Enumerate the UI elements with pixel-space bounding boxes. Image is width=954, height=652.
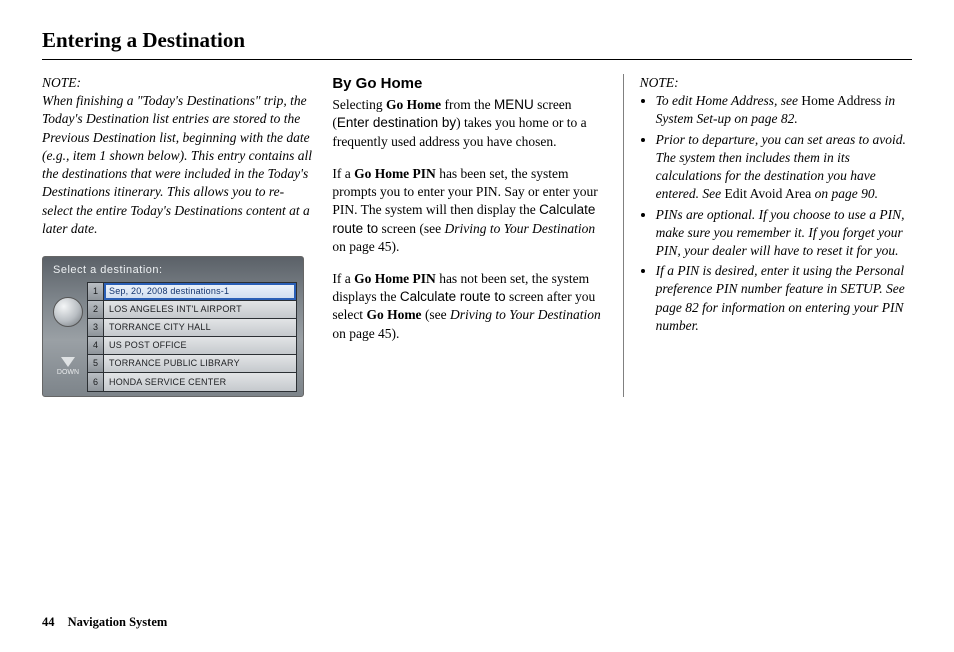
row-text: LOS ANGELES INT'L AIRPORT <box>104 301 296 318</box>
bullet-3: PINs are optional. If you choose to use … <box>656 206 912 261</box>
down-label: DOWN <box>57 368 79 377</box>
three-columns: NOTE: When finishing a "Today's Destinat… <box>42 74 912 397</box>
column-3: NOTE: To edit Home Address, see Home Add… <box>623 74 912 397</box>
row-text: Sep, 20, 2008 destinations-1 <box>104 283 296 300</box>
list-item: 3TORRANCE CITY HALL <box>88 319 296 337</box>
col2-p3: If a Go Home PIN has not been set, the s… <box>332 270 604 343</box>
note-label: NOTE: <box>42 75 81 90</box>
page-footer: 44 Navigation System <box>42 615 167 630</box>
section-name: Navigation System <box>68 615 168 629</box>
note-paragraph: NOTE: When finishing a "Today's Destinat… <box>42 74 314 238</box>
note-body: When finishing a "Today's Destinations" … <box>42 93 312 236</box>
list-item: 5TORRANCE PUBLIC LIBRARY <box>88 355 296 373</box>
by-go-home-heading: By Go Home <box>332 74 604 94</box>
list-item: 6HONDA SERVICE CENTER <box>88 373 296 391</box>
row-number: 5 <box>88 355 104 372</box>
list-item: 4US POST OFFICE <box>88 337 296 355</box>
col2-p2: If a Go Home PIN has been set, the syste… <box>332 165 604 256</box>
title-rule <box>42 59 912 60</box>
down-arrow-icon: DOWN <box>57 357 79 377</box>
dial-icon <box>53 297 83 327</box>
screenshot-rows: 1Sep, 20, 2008 destinations-12LOS ANGELE… <box>87 282 297 392</box>
row-number: 6 <box>88 373 104 391</box>
list-item: 1Sep, 20, 2008 destinations-1 <box>88 283 296 301</box>
row-text: US POST OFFICE <box>104 337 296 354</box>
row-number: 2 <box>88 301 104 318</box>
list-item: 2LOS ANGELES INT'L AIRPORT <box>88 301 296 319</box>
row-text: TORRANCE CITY HALL <box>104 319 296 336</box>
row-number: 1 <box>88 283 104 300</box>
note-bullets: To edit Home Address, see Home Address i… <box>640 92 912 335</box>
bullet-1: To edit Home Address, see Home Address i… <box>656 92 912 128</box>
bullet-2: Prior to departure, you can set areas to… <box>656 131 912 204</box>
row-text: TORRANCE PUBLIC LIBRARY <box>104 355 296 372</box>
dial-column: DOWN <box>49 282 87 392</box>
page-title: Entering a Destination <box>42 28 912 53</box>
note-label-3: NOTE: <box>640 74 912 92</box>
row-number: 4 <box>88 337 104 354</box>
col2-p1: Selecting Go Home from the MENU screen (… <box>332 96 604 151</box>
screenshot-body: DOWN 1Sep, 20, 2008 destinations-12LOS A… <box>49 282 297 392</box>
bullet-4: If a PIN is desired, enter it using the … <box>656 262 912 335</box>
row-number: 3 <box>88 319 104 336</box>
row-text: HONDA SERVICE CENTER <box>104 373 296 391</box>
page-number: 44 <box>42 615 55 629</box>
nav-screenshot: Select a destination: DOWN 1Sep, 20, 200… <box>42 256 304 397</box>
screenshot-title: Select a destination: <box>53 263 297 278</box>
column-2: By Go Home Selecting Go Home from the ME… <box>332 74 604 397</box>
column-1: NOTE: When finishing a "Today's Destinat… <box>42 74 314 397</box>
